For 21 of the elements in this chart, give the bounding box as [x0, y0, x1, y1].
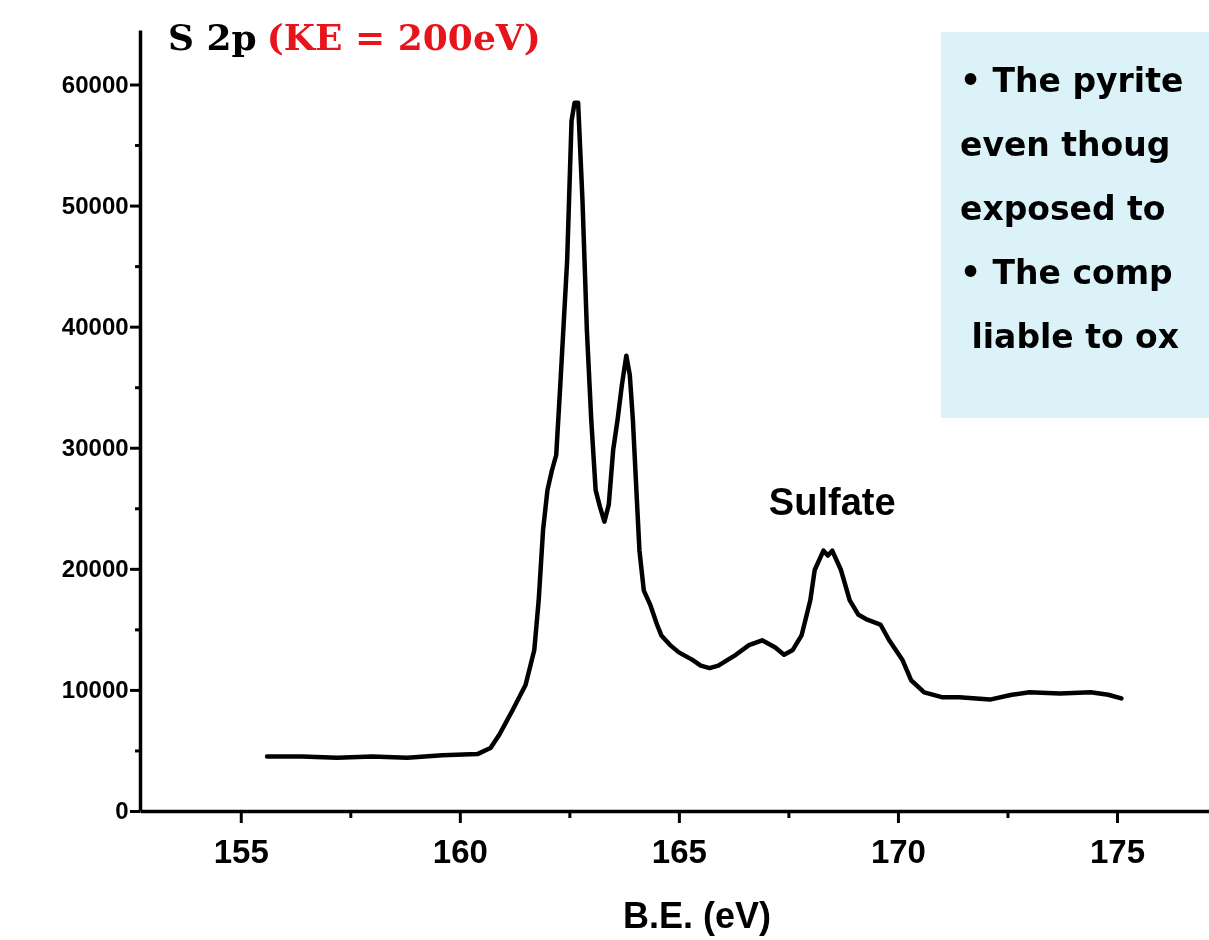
y-tick-label: 30000 [61, 433, 129, 461]
annotation: even thoug [960, 125, 1171, 164]
y-tick-label: 50000 [61, 191, 129, 219]
x-tick-label: 165 [651, 832, 707, 870]
x-tick-label: 155 [213, 832, 269, 870]
y-tick-label: 40000 [61, 312, 129, 340]
y-tick-label: 0 [115, 797, 129, 825]
x-tick-label: 175 [1089, 832, 1146, 870]
annotation: • The pyrite [960, 61, 1184, 100]
annotation: liable to ox [960, 317, 1180, 356]
x-tick-label: 170 [870, 832, 926, 870]
y-tick-label: 60000 [61, 70, 129, 98]
annotation: Sulfate [768, 480, 896, 523]
y-tick-label: 10000 [61, 676, 129, 704]
x-axis-title: B.E. (eV) [622, 895, 772, 936]
annotation: exposed to [960, 189, 1166, 228]
annotation: • The comp [960, 253, 1173, 292]
y-tick-label: 20000 [61, 555, 129, 583]
chart-title: S 2p [168, 16, 257, 58]
x-tick-label: 160 [432, 832, 488, 870]
chart-subtitle: (KE = 200eV) [266, 16, 541, 58]
